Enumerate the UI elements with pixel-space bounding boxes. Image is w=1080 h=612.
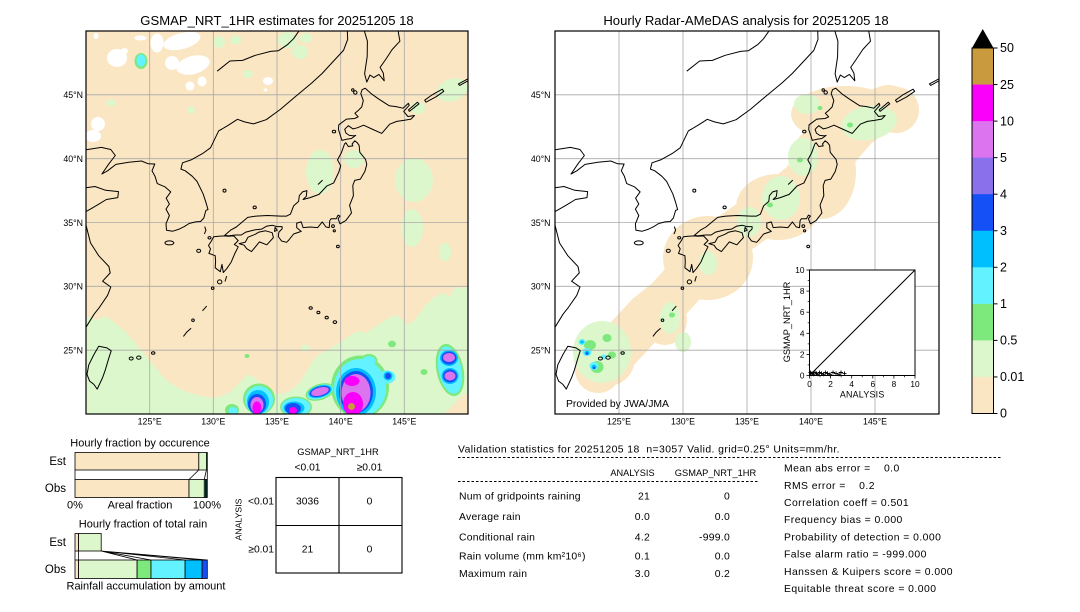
- svg-text:2: 2: [828, 379, 833, 389]
- svg-text:Est: Est: [49, 456, 66, 468]
- svg-text:135°E: 135°E: [735, 417, 759, 427]
- svg-text:Hourly Radar-AMeDAS analysis f: Hourly Radar-AMeDAS analysis for 2025120…: [603, 13, 888, 28]
- svg-text:0: 0: [367, 545, 373, 556]
- svg-text:0%: 0%: [67, 500, 83, 512]
- svg-text:25: 25: [1000, 78, 1014, 92]
- svg-text:140°E: 140°E: [799, 417, 823, 427]
- svg-text:Rainfall accumulation by amoun: Rainfall accumulation by amount: [67, 581, 226, 593]
- svg-text:Num of gridpoints raining: Num of gridpoints raining: [459, 492, 581, 503]
- svg-text:Areal fraction: Areal fraction: [108, 500, 173, 512]
- svg-text:130°E: 130°E: [201, 417, 225, 427]
- svg-text:-999.0: -999.0: [699, 533, 730, 544]
- svg-text:6: 6: [800, 307, 805, 317]
- svg-text:0: 0: [724, 492, 730, 503]
- svg-text:Frequency bias = 0.000: Frequency bias = 0.000: [784, 515, 903, 526]
- svg-text:45°N: 45°N: [531, 90, 551, 100]
- svg-text:Average rain: Average rain: [459, 512, 521, 523]
- svg-text:<0.01: <0.01: [294, 463, 320, 474]
- svg-text:0: 0: [367, 497, 373, 508]
- svg-text:6: 6: [870, 379, 875, 389]
- svg-text:Hanssen & Kuipers score = 0.0: Hanssen & Kuipers score = 0.000: [784, 567, 953, 578]
- svg-text:GSMAP_NRT_1HR: GSMAP_NRT_1HR: [782, 281, 792, 362]
- svg-text:30°N: 30°N: [531, 282, 551, 292]
- svg-text:Probability of detection = 0.: Probability of detection = 0.000: [784, 532, 941, 543]
- svg-text:8: 8: [800, 286, 805, 296]
- svg-text:0: 0: [800, 371, 805, 381]
- svg-text:3036: 3036: [296, 497, 319, 508]
- svg-text:2: 2: [1000, 261, 1007, 275]
- svg-text:8: 8: [892, 379, 897, 389]
- svg-text:35°N: 35°N: [531, 218, 551, 228]
- svg-text:Est: Est: [49, 537, 66, 549]
- svg-text:2: 2: [800, 349, 805, 359]
- svg-text:135°E: 135°E: [265, 417, 289, 427]
- svg-text:Maximum rain: Maximum rain: [459, 569, 527, 580]
- svg-text:4: 4: [800, 328, 805, 338]
- svg-text:100%: 100%: [193, 500, 221, 512]
- svg-text:0.1: 0.1: [635, 552, 650, 563]
- svg-text:Rain volume (mm km²10⁶): Rain volume (mm km²10⁶): [459, 552, 586, 563]
- svg-text:RMS error = 0.2: RMS error = 0.2: [784, 481, 875, 492]
- svg-text:GSMAP_NRT_1HR estimates for 20: GSMAP_NRT_1HR estimates for 20251205 18: [140, 13, 413, 28]
- svg-text:Validation statistics for 2025: Validation statistics for 20251205 18 n=…: [458, 445, 840, 456]
- svg-text:0.2: 0.2: [715, 569, 730, 580]
- svg-text:10: 10: [795, 265, 805, 275]
- svg-text:0.5: 0.5: [1000, 334, 1017, 348]
- svg-text:0.01: 0.01: [1000, 370, 1024, 384]
- svg-text:0: 0: [807, 379, 812, 389]
- svg-text:45°N: 45°N: [63, 90, 83, 100]
- svg-text:Correlation coeff = 0.501: Correlation coeff = 0.501: [784, 498, 909, 509]
- svg-text:<0.01: <0.01: [248, 497, 274, 508]
- svg-text:Conditional rain: Conditional rain: [459, 533, 535, 544]
- svg-text:Provided by JWA/JMA: Provided by JWA/JMA: [566, 399, 669, 410]
- svg-text:140°E: 140°E: [329, 417, 353, 427]
- svg-text:40°N: 40°N: [531, 154, 551, 164]
- svg-text:3: 3: [1000, 224, 1007, 238]
- svg-text:125°E: 125°E: [138, 417, 162, 427]
- svg-text:0.0: 0.0: [715, 512, 730, 523]
- svg-text:25°N: 25°N: [531, 346, 551, 356]
- svg-text:21: 21: [638, 492, 650, 503]
- svg-text:130°E: 130°E: [671, 417, 695, 427]
- svg-text:Mean abs error = 0.0: Mean abs error = 0.0: [784, 464, 900, 475]
- svg-text:25°N: 25°N: [63, 346, 83, 356]
- svg-text:40°N: 40°N: [63, 154, 83, 164]
- svg-text:145°E: 145°E: [863, 417, 887, 427]
- svg-text:ANALYSIS: ANALYSIS: [610, 468, 654, 478]
- svg-text:145°E: 145°E: [392, 417, 416, 427]
- svg-text:Obs: Obs: [45, 564, 66, 576]
- svg-text:Obs: Obs: [45, 483, 66, 495]
- svg-text:50: 50: [1000, 41, 1014, 55]
- svg-text:ANALYSIS: ANALYSIS: [840, 390, 885, 400]
- svg-text:5: 5: [1000, 151, 1007, 165]
- svg-text:35°N: 35°N: [63, 218, 83, 228]
- svg-text:4: 4: [1000, 187, 1007, 201]
- svg-text:False alarm ratio = -999.000: False alarm ratio = -999.000: [784, 550, 927, 561]
- svg-text:4: 4: [849, 379, 854, 389]
- svg-text:GSMAP_NRT_1HR: GSMAP_NRT_1HR: [675, 468, 757, 478]
- svg-text:ANALYSIS: ANALYSIS: [234, 498, 244, 540]
- svg-text:10: 10: [910, 379, 920, 389]
- svg-text:≥0.01: ≥0.01: [248, 545, 274, 556]
- svg-text:10: 10: [1000, 114, 1014, 128]
- svg-text:0: 0: [1000, 407, 1007, 421]
- svg-text:30°N: 30°N: [63, 282, 83, 292]
- svg-text:4.2: 4.2: [635, 533, 650, 544]
- svg-text:21: 21: [302, 545, 314, 556]
- svg-text:125°E: 125°E: [607, 417, 631, 427]
- svg-text:0.0: 0.0: [715, 552, 730, 563]
- svg-text:1: 1: [1000, 297, 1007, 311]
- svg-text:Hourly fraction by occurence: Hourly fraction by occurence: [70, 438, 209, 450]
- svg-text:3.0: 3.0: [635, 569, 650, 580]
- svg-text:GSMAP_NRT_1HR: GSMAP_NRT_1HR: [297, 447, 379, 457]
- svg-text:Equitable threat score = 0.00: Equitable threat score = 0.000: [784, 584, 936, 595]
- svg-text:≥0.01: ≥0.01: [357, 463, 383, 474]
- svg-text:0.0: 0.0: [635, 512, 650, 523]
- svg-text:Hourly fraction of total rain: Hourly fraction of total rain: [79, 519, 207, 531]
